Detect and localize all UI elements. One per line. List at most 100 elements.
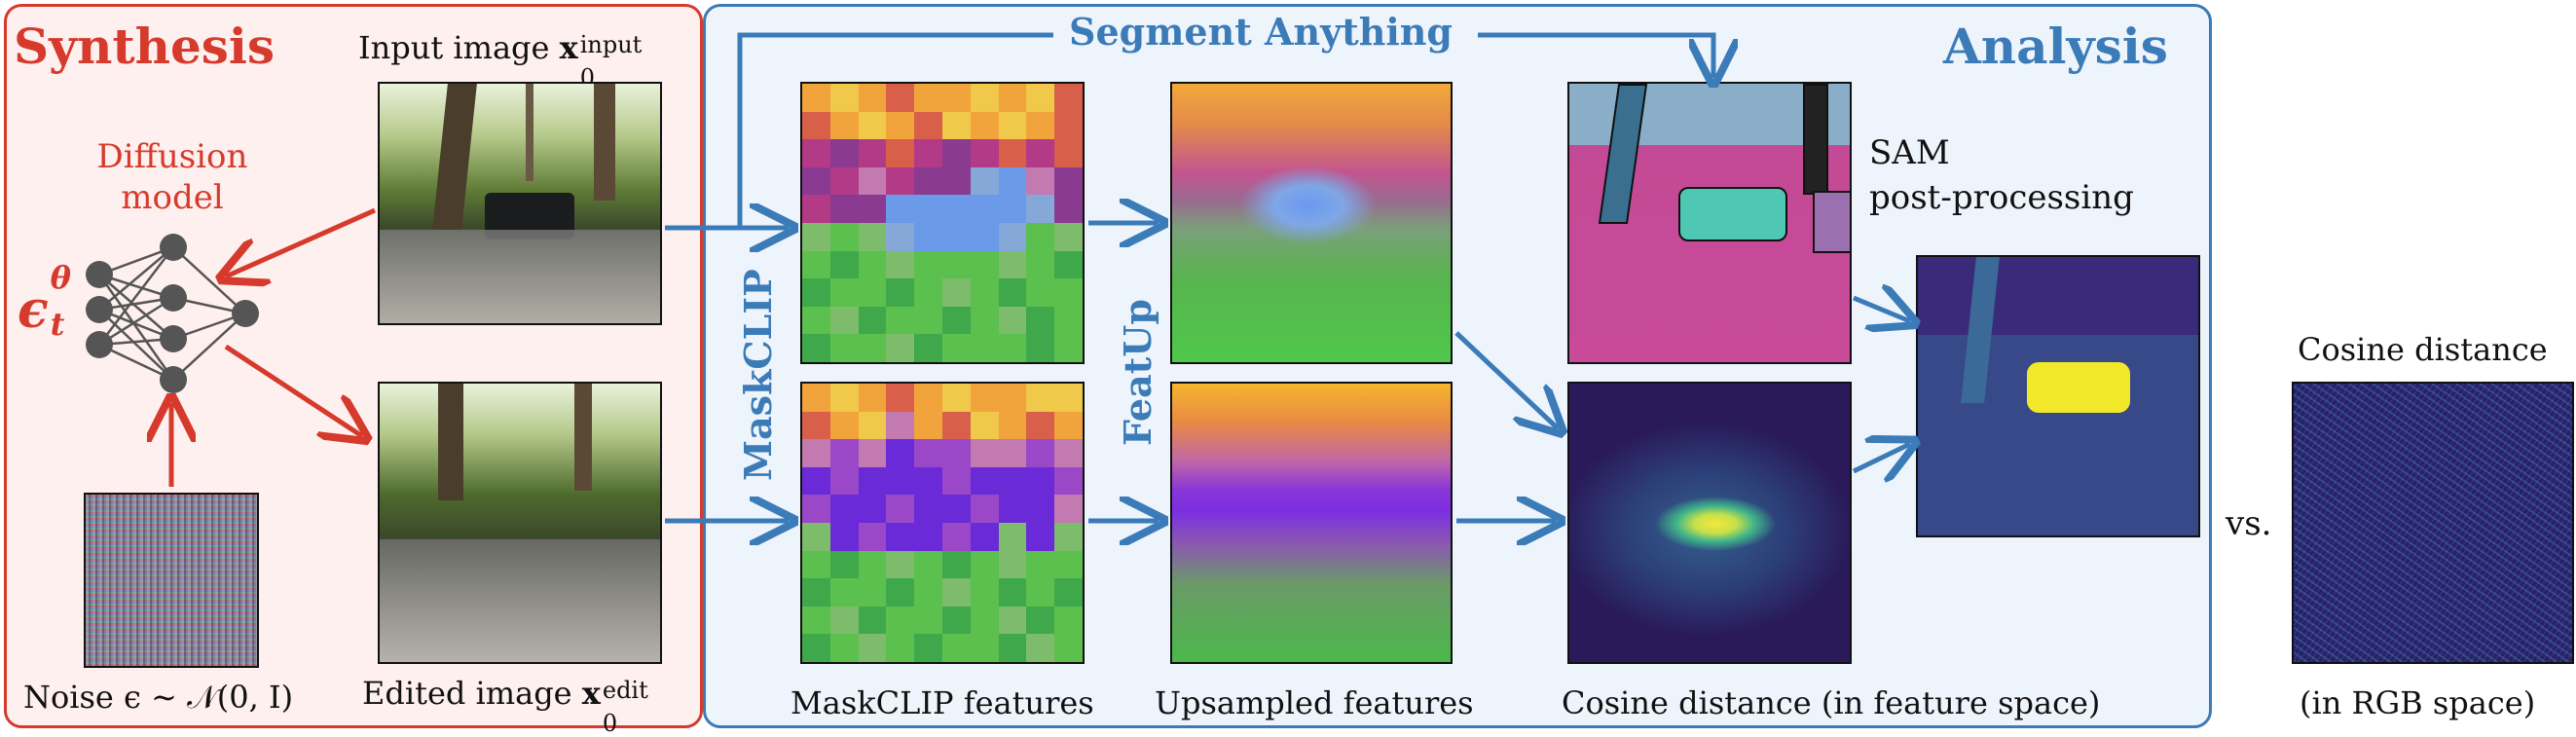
- feature-patch: [829, 334, 859, 362]
- feature-patch: [802, 166, 830, 196]
- feature-patch: [970, 334, 999, 362]
- epsilon-theta-symbol: ϵ θ t: [18, 259, 82, 343]
- feature-patch: [914, 306, 942, 335]
- feature-patch: [970, 250, 999, 279]
- feature-patch: [998, 84, 1027, 112]
- feature-patch: [1026, 195, 1055, 223]
- feature-patch: [886, 523, 915, 551]
- feature-patch: [1026, 439, 1055, 467]
- feature-patch: [970, 439, 999, 467]
- eps-sup: θ: [50, 259, 72, 296]
- rgb-cosine-subtitle: (in RGB space): [2300, 684, 2536, 721]
- feature-patch: [970, 384, 999, 412]
- feature-patch: [829, 466, 859, 496]
- feature-patch: [858, 495, 887, 523]
- feature-patch: [998, 334, 1027, 362]
- neural-network-icon: [97, 245, 246, 382]
- sam-segmentation: [1567, 82, 1852, 364]
- feature-patch: [802, 550, 830, 579]
- feature-patch: [1026, 139, 1055, 167]
- feature-patch: [941, 550, 971, 579]
- feature-patch: [886, 634, 915, 662]
- feature-patch: [1054, 466, 1083, 496]
- synthesis-arrows: [171, 207, 375, 487]
- feature-patch: [970, 278, 999, 307]
- feature-patch: [970, 111, 999, 140]
- feature-patch: [1054, 111, 1083, 140]
- feature-patch: [970, 166, 999, 196]
- sam-label-line2: post-processing: [1869, 178, 2134, 217]
- tree-trunk: [594, 84, 615, 201]
- upsampled-features-edited: [1170, 382, 1453, 664]
- diffusion-label-line2: model: [121, 178, 224, 217]
- feature-patch: [829, 523, 859, 551]
- edited-x: x: [581, 675, 601, 712]
- feature-patch: [829, 384, 859, 412]
- feature-patch: [858, 411, 887, 440]
- feature-patch: [802, 195, 830, 223]
- feature-patch: [802, 578, 830, 607]
- input-sup: input: [579, 31, 643, 58]
- diffusion-model-label: Diffusion model: [90, 136, 255, 218]
- feature-patch: [914, 166, 942, 196]
- feature-patch: [858, 439, 887, 467]
- feature-patch: [998, 466, 1027, 496]
- feature-patch: [829, 306, 859, 335]
- feature-patch: [1054, 411, 1083, 440]
- feature-patch: [970, 606, 999, 635]
- input-image-label: Input image x input 0: [358, 29, 666, 92]
- feature-patch: [970, 550, 999, 579]
- sam-label-line1: SAM: [1869, 133, 1950, 172]
- feature-patch: [829, 578, 859, 607]
- diffusion-label-line1: Diffusion: [96, 137, 248, 176]
- feature-patch: [858, 466, 887, 496]
- edited-image-label: Edited image x edit 0: [362, 675, 669, 737]
- feature-patch: [802, 606, 830, 635]
- feature-patch: [1026, 306, 1055, 335]
- feature-patch: [914, 495, 942, 523]
- feature-patch: [1026, 411, 1055, 440]
- feature-patch: [914, 634, 942, 662]
- feature-patch: [1054, 439, 1083, 467]
- feature-patch: [998, 578, 1027, 607]
- feature-patch: [941, 439, 971, 467]
- feature-patch: [886, 466, 915, 496]
- feature-patch: [1026, 634, 1055, 662]
- feature-patch: [802, 306, 830, 335]
- feature-patch: [802, 139, 830, 167]
- feature-patch: [914, 111, 942, 140]
- feature-patch: [914, 278, 942, 307]
- feature-patch: [858, 250, 887, 279]
- upsampled-features-input: [1170, 82, 1453, 364]
- feature-patch: [914, 439, 942, 467]
- feature-patch: [829, 139, 859, 167]
- feature-patch: [914, 223, 942, 251]
- feature-patch: [1026, 223, 1055, 251]
- feature-patch: [886, 439, 915, 467]
- feature-patch: [998, 550, 1027, 579]
- feature-patch: [829, 550, 859, 579]
- feature-patch: [802, 111, 830, 140]
- segment-vehicle: [1678, 187, 1787, 241]
- feature-patch: [998, 306, 1027, 335]
- feature-patch: [1054, 166, 1083, 196]
- feature-patch: [941, 495, 971, 523]
- feature-patch: [1026, 250, 1055, 279]
- feature-patch: [858, 634, 887, 662]
- postprocessed-map: [1916, 255, 2200, 537]
- feature-patch: [1026, 466, 1055, 496]
- feature-patch: [1026, 84, 1055, 112]
- feature-patch: [1054, 84, 1083, 112]
- feature-patch: [914, 384, 942, 412]
- feature-patch: [914, 606, 942, 635]
- feature-patch: [1054, 578, 1083, 607]
- feature-patch: [829, 411, 859, 440]
- feature-patch: [1026, 606, 1055, 635]
- tree-trunk: [438, 384, 463, 500]
- feature-patch: [802, 334, 830, 362]
- feature-patch: [886, 411, 915, 440]
- feature-patch: [829, 606, 859, 635]
- feature-patch: [802, 250, 830, 279]
- feature-patch: [914, 250, 942, 279]
